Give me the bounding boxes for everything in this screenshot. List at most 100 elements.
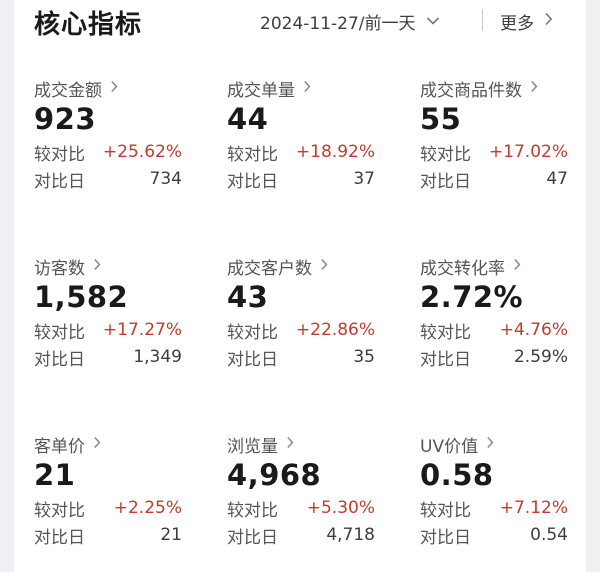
metric-tile[interactable]: 成交客户数 43 较对比 +22.86% 对比日 35 bbox=[227, 254, 405, 394]
base-day-row: 对比日 21 bbox=[34, 523, 182, 548]
metric-grid: 成交金额 923 较对比 +25.62% 对比日 734 成交单量 44 较对比… bbox=[14, 0, 586, 572]
compare-row: 较对比 +17.02% bbox=[420, 140, 568, 165]
compare-row: 较对比 +5.30% bbox=[227, 496, 375, 521]
metric-label: 成交客户数 bbox=[227, 258, 312, 279]
compare-label: 较对比 bbox=[227, 500, 278, 521]
change-percent: +7.12% bbox=[499, 498, 568, 518]
base-day-label: 对比日 bbox=[34, 349, 85, 370]
base-day-label: 对比日 bbox=[34, 527, 85, 548]
chevron-right-icon bbox=[530, 78, 538, 98]
metric-label: 客单价 bbox=[34, 436, 85, 457]
base-day-value: 37 bbox=[353, 169, 375, 189]
metric-label: 成交单量 bbox=[227, 80, 295, 101]
chevron-right-icon bbox=[320, 256, 328, 276]
base-day-label: 对比日 bbox=[420, 171, 471, 192]
header-divider bbox=[482, 9, 483, 31]
change-percent: +2.25% bbox=[113, 498, 182, 518]
base-day-value: 21 bbox=[160, 525, 182, 545]
compare-row: 较对比 +25.62% bbox=[34, 140, 182, 165]
compare-label: 较对比 bbox=[420, 500, 471, 521]
compare-label: 较对比 bbox=[227, 144, 278, 165]
metric-value: 1,582 bbox=[34, 280, 129, 314]
base-day-label: 对比日 bbox=[34, 171, 85, 192]
base-day-row: 对比日 734 bbox=[34, 167, 182, 192]
chevron-right-icon bbox=[544, 11, 553, 31]
metric-value: 2.72% bbox=[420, 280, 524, 314]
chevron-right-icon bbox=[286, 434, 294, 454]
base-day-value: 734 bbox=[149, 169, 182, 189]
base-day-row: 对比日 35 bbox=[227, 345, 375, 370]
metric-tile[interactable]: 成交转化率 2.72% 较对比 +4.76% 对比日 2.59% bbox=[420, 254, 598, 394]
metric-label: 成交金额 bbox=[34, 80, 102, 101]
more-label: 更多 bbox=[500, 13, 534, 34]
metric-value: 923 bbox=[34, 102, 97, 136]
base-day-value: 35 bbox=[353, 347, 375, 367]
metric-label: 访客数 bbox=[34, 258, 85, 279]
change-percent: +22.86% bbox=[295, 320, 375, 340]
metric-value: 21 bbox=[34, 458, 76, 492]
section-title: 核心指标 bbox=[34, 10, 143, 40]
compare-row: 较对比 +22.86% bbox=[227, 318, 375, 343]
base-day-label: 对比日 bbox=[420, 527, 471, 548]
base-day-row: 对比日 0.54 bbox=[420, 523, 568, 548]
metric-label: 成交商品件数 bbox=[420, 80, 522, 101]
base-day-row: 对比日 4,718 bbox=[227, 523, 375, 548]
compare-label: 较对比 bbox=[34, 500, 85, 521]
chevron-right-icon bbox=[303, 78, 311, 98]
change-percent: +18.92% bbox=[295, 142, 375, 162]
metric-tile[interactable]: 客单价 21 较对比 +2.25% 对比日 21 bbox=[34, 432, 212, 572]
base-day-value: 1,349 bbox=[133, 347, 182, 367]
metric-tile[interactable]: 成交金额 923 较对比 +25.62% 对比日 734 bbox=[34, 76, 212, 216]
base-day-label: 对比日 bbox=[227, 527, 278, 548]
chevron-right-icon bbox=[110, 78, 118, 98]
core-metrics-card: 核心指标 2024-11-27/前一天 更多 成交金额 923 较对比 +25.… bbox=[14, 0, 586, 572]
base-day-row: 对比日 1,349 bbox=[34, 345, 182, 370]
metric-tile[interactable]: 成交单量 44 较对比 +18.92% 对比日 37 bbox=[227, 76, 405, 216]
base-day-row: 对比日 2.59% bbox=[420, 345, 568, 370]
metric-value: 0.58 bbox=[420, 458, 494, 492]
base-day-label: 对比日 bbox=[420, 349, 471, 370]
change-percent: +5.30% bbox=[306, 498, 375, 518]
compare-label: 较对比 bbox=[34, 322, 85, 343]
metric-tile[interactable]: 浏览量 4,968 较对比 +5.30% 对比日 4,718 bbox=[227, 432, 405, 572]
metric-label: 成交转化率 bbox=[420, 258, 505, 279]
base-day-row: 对比日 47 bbox=[420, 167, 568, 192]
date-range-text: 2024-11-27/前一天 bbox=[260, 13, 416, 34]
base-day-row: 对比日 37 bbox=[227, 167, 375, 192]
chevron-right-icon bbox=[513, 256, 521, 276]
compare-row: 较对比 +4.76% bbox=[420, 318, 568, 343]
metric-label: UV价值 bbox=[420, 436, 479, 457]
compare-label: 较对比 bbox=[227, 322, 278, 343]
metric-tile[interactable]: UV价值 0.58 较对比 +7.12% 对比日 0.54 bbox=[420, 432, 598, 572]
metric-value: 55 bbox=[420, 102, 462, 136]
more-link[interactable]: 更多 bbox=[500, 8, 553, 34]
metric-label: 浏览量 bbox=[227, 436, 278, 457]
metric-tile[interactable]: 成交商品件数 55 较对比 +17.02% 对比日 47 bbox=[420, 76, 598, 216]
change-percent: +25.62% bbox=[102, 142, 182, 162]
compare-row: 较对比 +2.25% bbox=[34, 496, 182, 521]
chevron-right-icon bbox=[93, 256, 101, 276]
change-percent: +17.02% bbox=[488, 142, 568, 162]
compare-label: 较对比 bbox=[34, 144, 85, 165]
compare-label: 较对比 bbox=[420, 322, 471, 343]
date-range-selector[interactable]: 2024-11-27/前一天 bbox=[260, 8, 440, 34]
card-header: 核心指标 2024-11-27/前一天 更多 bbox=[14, 0, 586, 44]
base-day-label: 对比日 bbox=[227, 171, 278, 192]
base-day-value: 4,718 bbox=[326, 525, 375, 545]
compare-row: 较对比 +18.92% bbox=[227, 140, 375, 165]
compare-row: 较对比 +7.12% bbox=[420, 496, 568, 521]
base-day-label: 对比日 bbox=[227, 349, 278, 370]
chevron-right-icon bbox=[93, 434, 101, 454]
metric-value: 43 bbox=[227, 280, 269, 314]
base-day-value: 0.54 bbox=[530, 525, 568, 545]
chevron-right-icon bbox=[486, 434, 494, 454]
change-percent: +4.76% bbox=[499, 320, 568, 340]
change-percent: +17.27% bbox=[102, 320, 182, 340]
compare-label: 较对比 bbox=[420, 144, 471, 165]
compare-row: 较对比 +17.27% bbox=[34, 318, 182, 343]
metric-value: 44 bbox=[227, 102, 269, 136]
base-day-value: 47 bbox=[546, 169, 568, 189]
metric-tile[interactable]: 访客数 1,582 较对比 +17.27% 对比日 1,349 bbox=[34, 254, 212, 394]
chevron-down-icon bbox=[426, 11, 440, 31]
metric-value: 4,968 bbox=[227, 458, 322, 492]
